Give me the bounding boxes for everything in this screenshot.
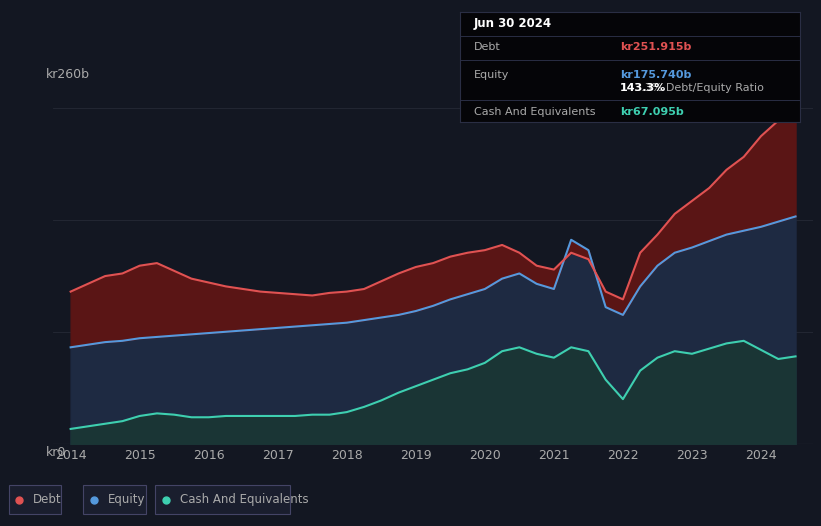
Text: kr251.915b: kr251.915b bbox=[620, 42, 691, 52]
Text: Debt: Debt bbox=[474, 42, 500, 52]
FancyBboxPatch shape bbox=[155, 485, 291, 514]
Text: Debt: Debt bbox=[34, 493, 62, 506]
Text: Jun 30 2024: Jun 30 2024 bbox=[474, 17, 552, 30]
Text: kr260b: kr260b bbox=[46, 68, 89, 80]
FancyBboxPatch shape bbox=[8, 485, 61, 514]
Text: kr0: kr0 bbox=[46, 446, 67, 459]
Text: 143.3%: 143.3% bbox=[620, 84, 666, 94]
Text: kr175.740b: kr175.740b bbox=[620, 70, 691, 80]
Text: Equity: Equity bbox=[108, 493, 145, 506]
Text: Cash And Equivalents: Cash And Equivalents bbox=[180, 493, 309, 506]
Text: Equity: Equity bbox=[474, 70, 509, 80]
Text: Cash And Equivalents: Cash And Equivalents bbox=[474, 107, 595, 117]
Text: 143.3% Debt/Equity Ratio: 143.3% Debt/Equity Ratio bbox=[620, 84, 764, 94]
FancyBboxPatch shape bbox=[84, 485, 146, 514]
Text: kr67.095b: kr67.095b bbox=[620, 107, 684, 117]
